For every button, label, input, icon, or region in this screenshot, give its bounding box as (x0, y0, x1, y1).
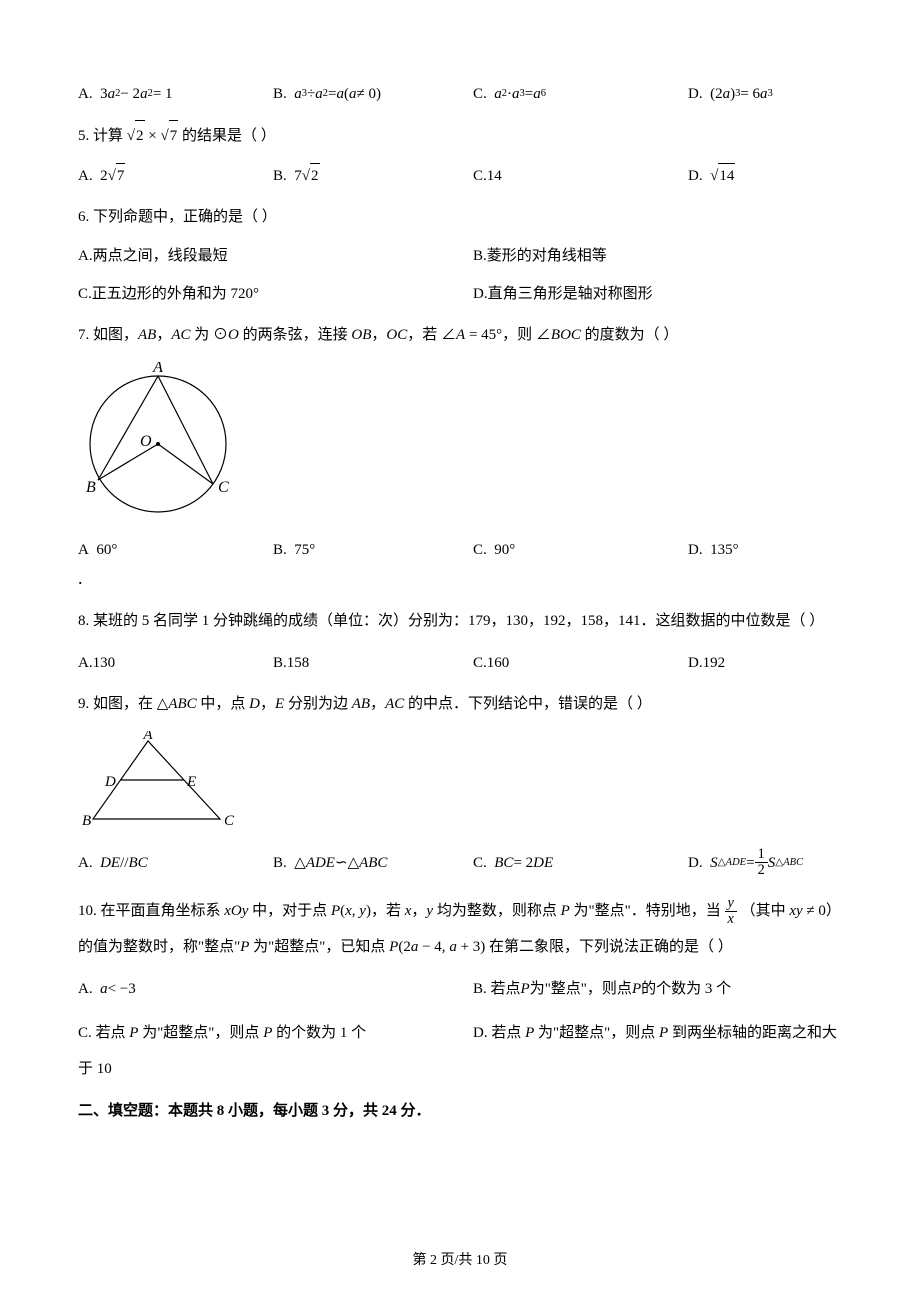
svg-text:A: A (142, 731, 153, 743)
q6-row2: C. 正五边形的外角和为 720° D. 直角三角形是轴对称图形 (78, 282, 842, 306)
q9-opt-b: B. △ADE ∽ △ABC (273, 851, 473, 875)
q8-options: A. 130 B. 158 C. 160 D. 192 (78, 651, 842, 675)
q5-post: 的结果是（ ） (178, 128, 276, 144)
q6-opt-b: B. 菱形的对角线相等 (473, 244, 607, 268)
svg-text:B: B (86, 479, 96, 496)
q6-text: 6. 下列命题中，正确的是（ ） (78, 202, 842, 232)
q8-opt-a: A. 130 (78, 651, 273, 675)
q4-options: A. 3a2 − 2a2 = 1 B. a3 ÷ a2 = a(a ≠ 0) C… (78, 82, 842, 106)
q5-opt-d: D. 14 (688, 163, 838, 188)
q5-pre: 5. 计算 (78, 128, 127, 144)
q5-text: 5. 计算 2 × 7 的结果是（ ） (78, 120, 842, 151)
svg-text:E: E (186, 774, 196, 790)
svg-text:A: A (152, 362, 163, 376)
svg-text:C: C (218, 479, 229, 496)
q7-opt-b: B. 75° (273, 538, 473, 562)
q10-opt-b: B. 若点 P 为"整点"，则点 P 的个数为 3 个 (473, 977, 731, 1001)
q10-row1: A. a < −3 B. 若点 P 为"整点"，则点 P 的个数为 3 个 (78, 977, 842, 1001)
q7-options: A 60° B. 75° C. 90° D. 135° (78, 538, 842, 562)
q9-options: A. DE // BC B. △ADE ∽ △ABC C. BC = 2DE D… (78, 847, 842, 879)
q9-opt-a: A. DE // BC (78, 851, 273, 875)
q7-text: 7. 如图，AB，AC 为 ⊙O 的两条弦，连接 OB，OC，若 ∠A = 45… (78, 320, 842, 350)
svg-text:O: O (140, 433, 152, 450)
svg-text:C: C (224, 813, 235, 829)
page-footer: 第 2 页/共 10 页 (0, 1250, 920, 1272)
q6-row1: A. 两点之间，线段最短 B. 菱形的对角线相等 (78, 244, 842, 268)
q7-opt-c: C. 90° (473, 538, 688, 562)
q4-opt-c: C. a2 · a3 = a6 (473, 82, 688, 106)
q6-opt-d: D. 直角三角形是轴对称图形 (473, 282, 653, 306)
q10-row2: C. 若点 P 为"超整点"，则点 P 的个数为 1 个D. 若点 P 为"超整… (78, 1015, 842, 1087)
q8-opt-b: B. 158 (273, 651, 473, 675)
q8-opt-d: D. 192 (688, 651, 838, 675)
q9-diagram: A D E B C (78, 731, 842, 839)
q10-opt-c: C. 若点 P 为"超整点"，则点 P 的个数为 1 个 (78, 1015, 473, 1051)
q9-text: 9. 如图，在 △ABC 中，点 D，E 分别为边 AB，AC 的中点．下列结论… (78, 689, 842, 719)
q7-svg: A O B C (78, 362, 243, 522)
q10-text: 10. 在平面直角坐标系 xOy 中，对于点 P(x, y)，若 x，y 均为整… (78, 893, 842, 965)
q4-opt-a: A. 3a2 − 2a2 = 1 (78, 82, 273, 106)
q7-opt-a: A 60° (78, 538, 273, 562)
q5-opt-b: B. 72 (273, 163, 473, 188)
q5-opt-c: C. 14 (473, 164, 688, 188)
svg-text:D: D (104, 774, 116, 790)
q9-opt-c: C. BC = 2DE (473, 851, 688, 875)
q10-opt-a: A. a < −3 (78, 977, 473, 1001)
q9-opt-d: D. S△ADE = 12 S△ABC (688, 847, 838, 879)
q5-options: A. 27 B. 72 C. 14 D. 14 (78, 163, 842, 188)
section2-heading: 二、填空题：本题共 8 小题，每小题 3 分，共 24 分． (78, 1099, 842, 1123)
page: A. 3a2 − 2a2 = 1 B. a3 ÷ a2 = a(a ≠ 0) C… (0, 0, 920, 1302)
q4-opt-d: D. (2a)3 = 6a3 (688, 82, 838, 106)
q6-opt-a: A. 两点之间，线段最短 (78, 244, 473, 268)
q7-dot: . (78, 564, 842, 593)
q6-opt-c: C. 正五边形的外角和为 720° (78, 282, 473, 306)
q5-opt-a: A. 27 (78, 163, 273, 188)
svg-text:B: B (82, 813, 91, 829)
q4-opt-b: B. a3 ÷ a2 = a(a ≠ 0) (273, 82, 473, 106)
q9-svg: A D E B C (78, 731, 238, 831)
q8-opt-c: C. 160 (473, 651, 688, 675)
q10-opt-d: D. 若点 P 为"超整点"，则点 P 到两坐标轴的距离之 (473, 1025, 807, 1041)
q8-text: 8. 某班的 5 名同学 1 分钟跳绳的成绩（单位：次）分别为：179，130，… (78, 603, 842, 639)
q7-diagram: A O B C (78, 362, 842, 530)
q7-opt-d: D. 135° (688, 538, 838, 562)
